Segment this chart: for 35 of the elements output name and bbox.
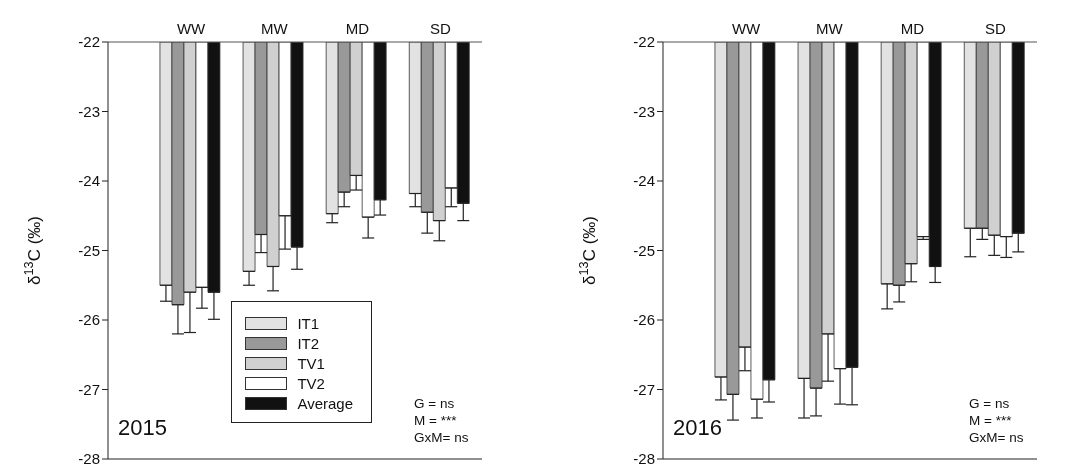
y-tick-label: -24 — [633, 172, 655, 190]
annotation: M = *** — [969, 412, 1013, 429]
annotation: G = ns — [414, 395, 456, 412]
annotation: G = ns — [969, 395, 1011, 412]
y-tick-label: -22 — [633, 33, 655, 51]
y-tick-label: -28 — [633, 450, 655, 465]
x-tick-label: MW — [815, 20, 844, 37]
y-tick-label: -28 — [78, 450, 100, 465]
annotation: 2016 — [673, 415, 722, 441]
y-tick-label: -25 — [633, 241, 655, 259]
y-tick-label: -23 — [633, 102, 655, 120]
x-tick-label: WW — [176, 20, 207, 37]
annotation: M = *** — [414, 412, 458, 429]
legend-label: IT2 — [297, 335, 320, 353]
y-tick-label: -26 — [78, 311, 100, 329]
y-tick-label: -26 — [633, 311, 655, 329]
y-tick-label: -27 — [78, 380, 100, 398]
y-tick-label: -25 — [78, 241, 100, 259]
y-tick-label: -27 — [633, 380, 655, 398]
legend-label: Average — [297, 395, 354, 413]
legend-label: IT1 — [297, 315, 320, 333]
annotation: 2015 — [118, 415, 167, 441]
annotation: GxM= ns — [969, 429, 1024, 446]
x-tick-label: MD — [345, 20, 370, 37]
y-tick-label: -22 — [78, 33, 100, 51]
x-tick-label: WW — [731, 20, 762, 37]
y-tick-label: -24 — [78, 172, 100, 190]
annotation: GxM= ns — [414, 429, 469, 446]
x-tick-label: SD — [430, 20, 452, 37]
x-tick-label: SD — [985, 20, 1007, 37]
x-tick-label: MD — [900, 20, 925, 37]
legend-label: TV1 — [297, 355, 325, 373]
legend-label: TV2 — [297, 375, 325, 393]
x-tick-label: MW — [260, 20, 289, 37]
y-tick-label: -23 — [78, 102, 100, 120]
